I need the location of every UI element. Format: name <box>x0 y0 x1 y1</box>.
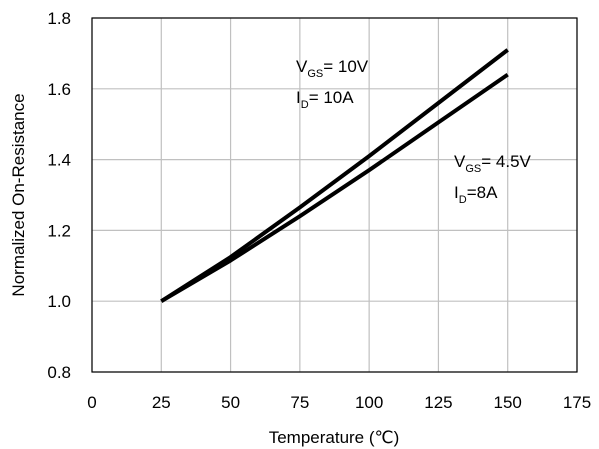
x-tick-label: 100 <box>355 393 383 412</box>
y-tick-label: 1.4 <box>47 151 71 170</box>
x-tick-label: 25 <box>152 393 171 412</box>
annotation-1-line-2-main: I <box>296 88 301 107</box>
annotation-id-8a: ID=8A <box>454 183 498 206</box>
annotation-2-line-1-rest: = 4.5V <box>481 152 531 171</box>
annotation-2-line-2-rest: =8A <box>467 183 498 202</box>
y-tick-labels: 0.8 1.0 1.2 1.4 1.6 1.8 <box>47 9 71 382</box>
x-tick-label: 150 <box>494 393 522 412</box>
x-tick-label: 125 <box>424 393 452 412</box>
x-tick-label: 75 <box>290 393 309 412</box>
annotation-vgs-4-5v: VGS= 4.5V <box>454 152 532 175</box>
y-tick-label: 1.0 <box>47 292 71 311</box>
annotation-1-line-1-main: V <box>296 57 308 76</box>
annotation-2-line-1-sub: GS <box>465 163 481 175</box>
x-axis-title: Temperature (℃) <box>269 428 400 447</box>
annotation-2-line-2-main: I <box>454 183 459 202</box>
annotation-1-line-2-rest: = 10A <box>309 88 355 107</box>
annotation-2-line-2-sub: D <box>459 194 467 206</box>
series-line-1 <box>160 48 509 303</box>
series-lines <box>160 48 509 303</box>
x-tick-label: 0 <box>87 393 96 412</box>
annotation-2-line-1-main: V <box>454 152 466 171</box>
y-tick-label: 1.8 <box>47 9 71 28</box>
x-tick-label: 50 <box>221 393 240 412</box>
annotation-vgs-10v: VGS= 10V <box>296 57 369 80</box>
y-tick-label: 1.6 <box>47 80 71 99</box>
annotation-1-line-2-sub: D <box>301 99 309 111</box>
x-tick-labels: 0 25 50 75 100 125 150 175 <box>87 393 591 412</box>
annotation-id-10a: ID= 10A <box>296 88 354 111</box>
plot-frame <box>91 17 578 373</box>
x-tick-label: 175 <box>563 393 591 412</box>
annotation-1-line-1-rest: = 10V <box>323 57 369 76</box>
series-line-2 <box>160 72 509 303</box>
y-axis-title: Normalized On-Resistance <box>9 93 28 296</box>
annotation-1-line-1-sub: GS <box>307 68 323 80</box>
y-tick-label: 1.2 <box>47 221 71 240</box>
y-tick-label: 0.8 <box>47 363 71 382</box>
